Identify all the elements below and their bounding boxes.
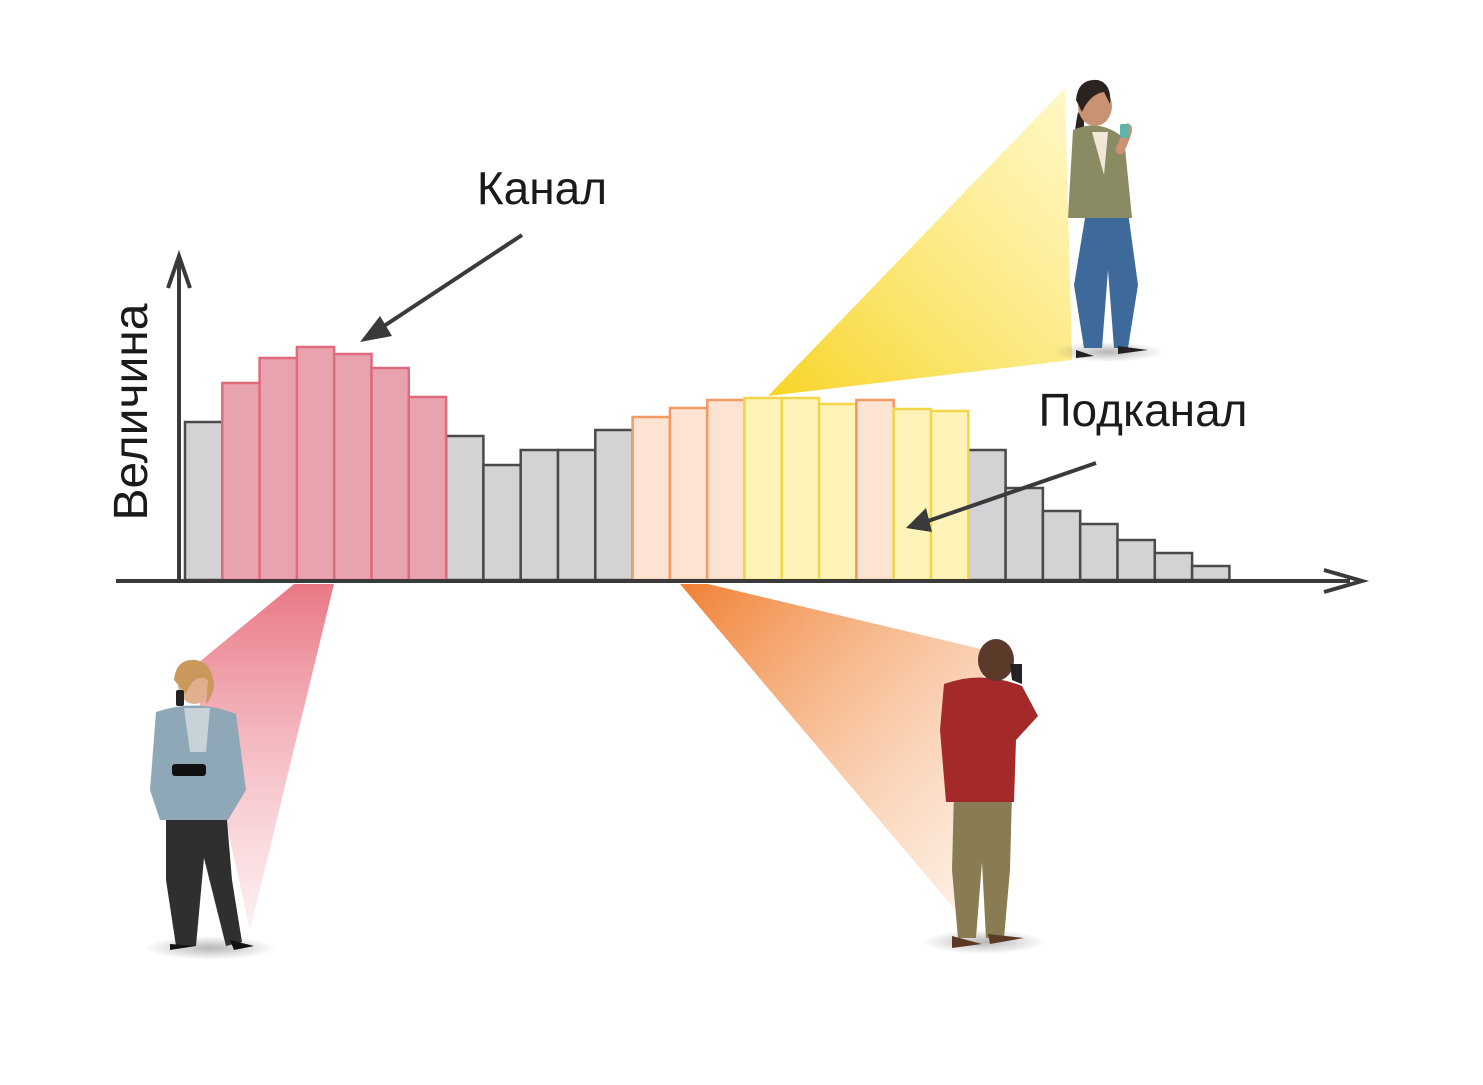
bar-yellow-15 [743,396,784,582]
bar-gray-7 [444,434,485,582]
bar-peach-13 [668,406,709,582]
bar-red-1 [221,381,261,582]
bar-gray-0 [183,420,224,582]
bar-gray-21 [967,448,1007,582]
bar-gray-10 [556,448,597,582]
bar-red-3 [295,345,336,582]
woman-texting-icon [1052,79,1164,362]
bar-yellow-16 [780,396,821,582]
channel-label: Канал [477,162,607,214]
bar-gray-8 [482,463,522,582]
channel-arrow [360,233,524,342]
bar-red-5 [370,366,411,582]
beam-orange [680,584,985,918]
bar-gray-23 [1041,509,1082,582]
bar-peach-14 [705,398,746,582]
bar-yellow-17 [817,402,858,582]
beam-red [192,584,334,930]
bar-peach-12 [631,415,672,582]
woman-calling-icon [144,659,276,960]
bar-gray-22 [1004,486,1045,582]
bar-yellow-19 [892,407,933,582]
bar-yellow-20 [929,409,970,582]
man-calling-icon [922,639,1046,954]
y-axis-label: Величина [105,303,158,520]
subchannel-label: Подканал [1038,384,1247,436]
bar-gray-26 [1153,551,1194,582]
bar-gray-9 [519,448,560,582]
bar-red-4 [332,352,373,582]
beam-yellow [768,88,1072,396]
subchannel-arrow [906,461,1097,532]
y-axis [166,249,192,581]
bars [183,345,1231,582]
x-axis [116,568,1370,594]
bar-gray-24 [1078,522,1119,582]
bar-peach-18 [855,398,895,582]
bar-red-6 [407,395,448,582]
bar-gray-25 [1116,538,1157,582]
bar-gray-27 [1190,564,1231,582]
bar-gray-11 [594,428,634,582]
bar-red-2 [258,356,299,582]
